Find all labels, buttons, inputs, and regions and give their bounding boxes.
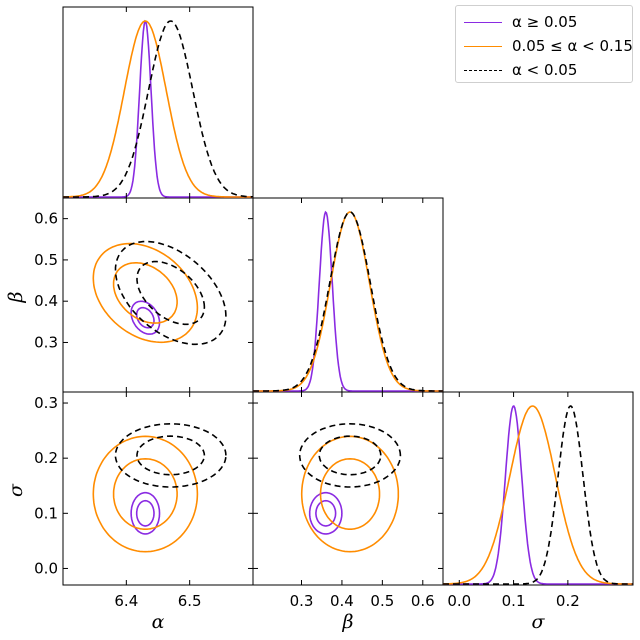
marginal-curve-beta: [253, 211, 443, 392]
panel-frame: [442, 391, 634, 586]
y-tick-label: 0.0: [34, 559, 58, 577]
x-tick-label: 0.0: [447, 592, 471, 610]
panel-frame: [62, 197, 254, 393]
contour-alpha-sigma: [136, 435, 206, 476]
legend-label: α ≥ 0.05: [512, 13, 578, 31]
contour-beta-sigma: [315, 499, 337, 527]
y-axis-label: β: [5, 291, 27, 303]
x-axis-label: β: [342, 611, 354, 633]
panel-frame: [62, 391, 254, 586]
contour-alpha-beta: [136, 260, 206, 326]
contour-alpha-beta: [112, 262, 178, 324]
contour-beta-sigma: [318, 435, 382, 476]
legend-entry-alpha-lt-005: α < 0.05: [464, 58, 577, 82]
legend: α ≥ 0.05 0.05 ≤ α < 0.15 α < 0.05: [455, 5, 633, 83]
contour-alpha-sigma: [130, 491, 161, 535]
contour-alpha-sigma: [92, 435, 199, 553]
x-tick-label: 6.4: [114, 592, 138, 610]
y-tick-label: 0.1: [34, 504, 58, 522]
y-tick-label: 0.3: [34, 333, 58, 351]
contour-alpha-beta: [130, 300, 161, 335]
legend-label: 0.05 ≤ α < 0.15: [512, 37, 633, 55]
y-tick-label: 0.4: [34, 292, 58, 310]
y-tick-label: 0.6: [34, 210, 58, 228]
legend-label: α < 0.05: [512, 61, 578, 79]
legend-swatch-purple: [464, 21, 502, 23]
x-tick-label: 0.3: [290, 592, 314, 610]
contour-alpha-sigma: [112, 457, 178, 530]
panel-frame: [252, 197, 444, 393]
legend-entry-alpha-mid: 0.05 ≤ α < 0.15: [464, 34, 633, 58]
x-tick-label: 6.5: [178, 592, 202, 610]
x-axis-label: α: [152, 611, 165, 633]
marginal-curve-sigma: [443, 405, 633, 585]
contour-beta-sigma: [298, 422, 402, 488]
legend-swatch-black-dashed: [464, 69, 502, 71]
y-axis-label: σ: [5, 483, 27, 497]
contour-alpha-beta: [92, 242, 199, 344]
x-tick-label: 0.4: [330, 592, 354, 610]
contour-beta-sigma: [319, 457, 381, 530]
x-axis-label: σ: [532, 611, 546, 633]
y-tick-label: 0.3: [34, 394, 58, 412]
legend-entry-alpha-ge-005: α ≥ 0.05: [464, 10, 577, 34]
legend-swatch-orange: [464, 45, 502, 47]
contour-alpha-sigma: [114, 422, 227, 488]
marginal-curve-sigma: [443, 405, 633, 585]
contour-alpha-sigma: [135, 499, 155, 527]
contour-alpha-beta: [114, 240, 227, 346]
marginal-curve-sigma: [443, 405, 633, 585]
marginal-curve-beta: [253, 210, 443, 392]
panel-frame: [62, 6, 254, 199]
y-tick-label: 0.2: [34, 449, 58, 467]
x-tick-label: 0.2: [556, 592, 580, 610]
contour-beta-sigma: [300, 435, 400, 553]
y-tick-label: 0.5: [34, 251, 58, 269]
x-tick-label: 0.1: [502, 592, 526, 610]
contour-beta-sigma: [308, 491, 343, 535]
panel-frame: [252, 391, 444, 586]
x-tick-label: 0.5: [370, 592, 394, 610]
x-tick-label: 0.6: [411, 592, 435, 610]
marginal-curve-alpha: [63, 20, 253, 198]
marginal-curve-beta: [253, 211, 443, 392]
